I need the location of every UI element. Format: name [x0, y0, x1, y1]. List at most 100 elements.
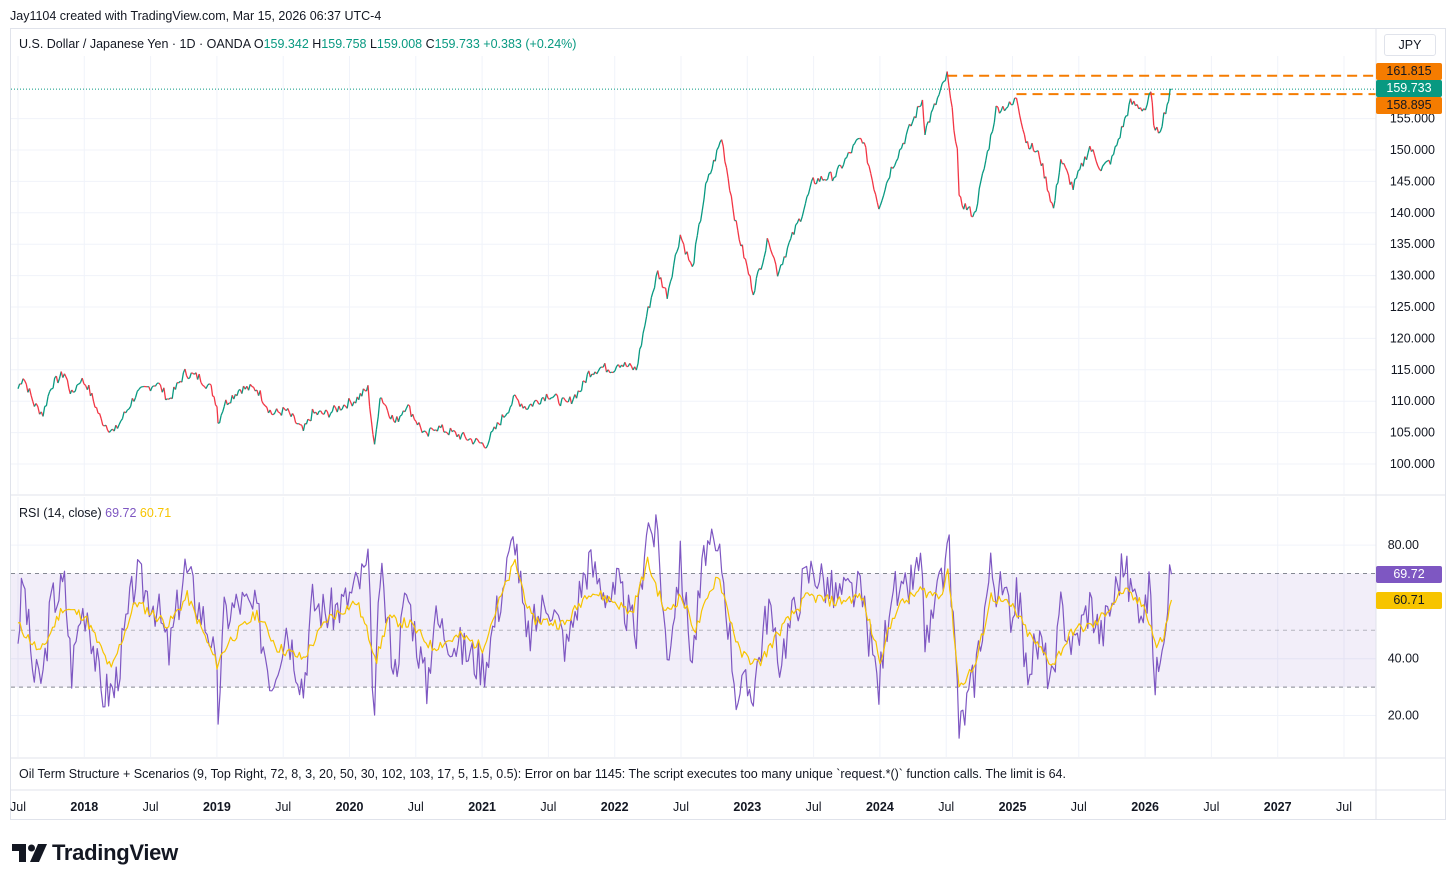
candle-down	[514, 394, 518, 399]
candle-up	[846, 152, 849, 158]
candle-down	[749, 275, 753, 290]
candle-down	[995, 105, 999, 108]
candle-down	[948, 85, 952, 99]
candle-down	[95, 407, 99, 414]
currency-selector[interactable]: JPY	[1384, 34, 1436, 56]
price-axis-tick-label: 155.000	[1390, 112, 1435, 126]
candle-up	[936, 94, 940, 99]
rsi-value-tag: 69.72	[1376, 566, 1442, 583]
candle-up	[1112, 146, 1116, 155]
candle-up	[918, 105, 922, 108]
candle-down	[441, 424, 445, 433]
candle-down	[91, 393, 95, 402]
candle-down	[263, 403, 266, 407]
candle-up	[716, 146, 720, 151]
candle-down	[477, 439, 480, 443]
candle-down	[536, 400, 540, 405]
x-axis-tick-label: Jul	[673, 800, 689, 814]
candle-down	[960, 196, 963, 206]
price-axis-tick-label: 100.000	[1390, 457, 1435, 471]
candle-up	[988, 135, 992, 150]
candle-up	[110, 428, 113, 431]
candle-down	[466, 439, 469, 441]
candle-up	[935, 97, 939, 106]
candle-up	[907, 123, 911, 130]
candle-up	[323, 409, 327, 415]
rsi-legend[interactable]: RSI (14, close) 69.72 60.71	[19, 506, 171, 520]
candle-down	[604, 363, 608, 373]
symbol-legend[interactable]: U.S. Dollar / Japanese Yen · 1D · OANDA …	[19, 37, 576, 51]
candle-down	[386, 410, 390, 417]
candle-up	[1109, 155, 1113, 165]
x-axis-tick-label: Jul	[275, 800, 291, 814]
candle-up	[575, 390, 579, 399]
candle-up	[151, 385, 155, 388]
candle-up	[561, 397, 564, 399]
x-axis-tick-label: 2027	[1264, 800, 1292, 814]
rsi-ma-value-tag: 60.71	[1376, 592, 1442, 609]
candle-up	[305, 419, 309, 425]
candle-up	[135, 391, 138, 398]
candle-up	[1079, 162, 1083, 170]
candle-down	[545, 393, 549, 399]
candle-up	[222, 406, 225, 412]
candle-up	[886, 179, 889, 184]
x-axis-tick-label: 2025	[999, 800, 1027, 814]
candle-up	[429, 427, 432, 430]
candle-down	[293, 416, 297, 423]
candle-down	[215, 404, 218, 407]
candle-up	[785, 247, 789, 258]
candle-down	[517, 400, 521, 407]
candle-down	[63, 373, 67, 378]
candle-up	[649, 297, 652, 308]
candle-up	[1167, 89, 1171, 102]
candle-up	[793, 224, 797, 235]
candle-down	[320, 410, 323, 415]
candle-up	[171, 386, 175, 399]
candle-up	[133, 396, 137, 402]
candle-up	[125, 409, 128, 414]
candle-up	[981, 168, 985, 174]
price-series	[17, 71, 1172, 449]
candle-up	[691, 263, 695, 267]
candle-up	[138, 386, 142, 390]
candle-up	[168, 397, 172, 400]
candle-up	[912, 116, 915, 122]
candle-up	[882, 189, 886, 196]
candle-up	[207, 383, 210, 386]
candle-down	[773, 257, 777, 265]
tradingview-logo-icon	[12, 844, 47, 862]
candle-down	[333, 405, 337, 409]
candle-up	[614, 365, 618, 372]
candle-up	[635, 363, 639, 371]
candle-up	[488, 431, 492, 441]
candle-up	[49, 388, 52, 392]
candle-down	[1156, 126, 1160, 134]
candle-up	[1111, 153, 1115, 157]
candle-up	[714, 149, 718, 162]
rsi-value: 69.72	[105, 506, 137, 520]
price-tag-current: 159.733	[1376, 80, 1442, 97]
candle-up	[1146, 94, 1150, 105]
x-axis-tick-label: Jul	[1071, 800, 1087, 814]
candle-down	[1064, 167, 1068, 171]
candle-up	[709, 168, 713, 174]
candle-down	[744, 258, 748, 267]
candle-up	[786, 242, 790, 249]
candle-down	[307, 418, 310, 421]
candle-down	[269, 409, 273, 415]
candle-down	[729, 190, 732, 197]
candle-up	[903, 134, 907, 144]
candle-down	[186, 375, 189, 380]
candle-up	[45, 396, 49, 407]
candle-up	[696, 224, 700, 236]
rsi-ma-line	[17, 556, 1173, 688]
rsi-axis-tick-label: 80.00	[1388, 538, 1419, 552]
candle-up	[966, 207, 969, 211]
candle-down	[870, 173, 873, 181]
candle-down	[660, 277, 664, 288]
candle-up	[377, 398, 381, 417]
attribution-text: Jay1104 created with TradingView.com, Ma…	[10, 9, 382, 23]
candle-up	[827, 172, 830, 180]
